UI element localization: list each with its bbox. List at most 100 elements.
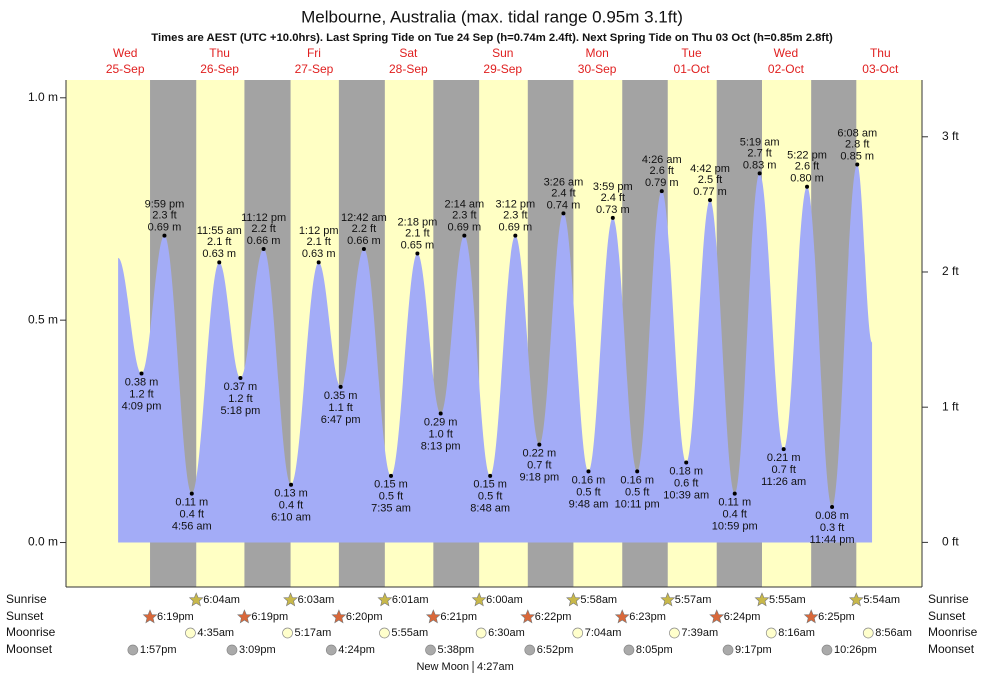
tide-label: 2.4 ft: [551, 187, 575, 199]
sunset-time: 6:19pm: [157, 611, 194, 623]
day-weekday: Thu: [870, 46, 891, 60]
y2-tick-label: 1 ft: [942, 399, 959, 413]
tide-label: 11:26 am: [761, 476, 806, 488]
day-date: 28-Sep: [389, 62, 428, 76]
tide-label: 5:22 pm: [787, 150, 827, 162]
tide-label: 2.8 ft: [845, 138, 869, 150]
tide-point: [462, 233, 467, 238]
tide-point: [781, 447, 786, 452]
tide-label: 9:48 am: [569, 498, 609, 510]
tide-label: 10:39 am: [663, 489, 709, 501]
sunrise-icon: [377, 592, 393, 607]
moonrise-icon: [379, 627, 390, 639]
tide-label: 5:18 pm: [221, 405, 261, 417]
tide-label: 0.15 m: [374, 479, 408, 491]
moonset-time: 1:57pm: [140, 644, 177, 656]
moonset-icon: [623, 644, 635, 656]
tide-point: [830, 504, 835, 509]
tide-label: 0.69 m: [499, 222, 533, 234]
tide-label: 2.1 ft: [207, 236, 231, 248]
tide-label: 8:13 pm: [421, 440, 461, 452]
chart-subtitle: Times are AEST (UTC +10.0hrs). Last Spri…: [151, 32, 833, 44]
sunrise-time: 6:01am: [392, 594, 429, 606]
tide-label: 0.69 m: [148, 222, 182, 234]
moonrise-time: 5:17am: [295, 627, 332, 639]
moonrise-icon: [185, 627, 196, 639]
tide-label: 0.18 m: [669, 465, 703, 477]
tide-label: 3:26 am: [544, 176, 584, 188]
tide-point: [139, 371, 144, 376]
moonrise-time: 8:16am: [778, 627, 815, 639]
moonrise-icon: [862, 627, 874, 639]
tide-label: 0.15 m: [473, 479, 507, 491]
tide-point: [316, 260, 321, 265]
tide-point: [217, 260, 222, 265]
sunset-icon: [709, 609, 725, 624]
row-label: Sunset: [928, 609, 966, 623]
tide-label: 2:14 am: [444, 199, 484, 211]
sunset-time: 6:22pm: [535, 611, 572, 623]
tide-label: 0.74 m: [547, 199, 581, 211]
tide-label: 0.65 m: [401, 239, 435, 251]
tide-label: 0.4 ft: [722, 509, 746, 521]
tide-point: [162, 233, 167, 238]
tide-label: 2.4 ft: [601, 192, 625, 204]
chart-title: Melbourne, Australia (max. tidal range 0…: [301, 7, 683, 26]
tide-label: 0.83 m: [743, 159, 777, 171]
tide-label: 0.21 m: [767, 452, 801, 464]
tide-point: [415, 251, 420, 256]
moon-phase-name: New Moon: [416, 661, 469, 673]
sunset-time: 6:23pm: [629, 611, 666, 623]
tide-point: [438, 411, 443, 416]
tide-point: [361, 247, 366, 251]
sunset-icon: [803, 609, 819, 624]
sunset-icon: [142, 609, 158, 624]
tide-label: 2.3 ft: [152, 210, 176, 222]
moonrise-time: 7:39am: [681, 627, 718, 639]
tide-label: 0.11 m: [718, 497, 751, 509]
tide-label: 2.3 ft: [452, 210, 476, 222]
sunset-time: 6:24pm: [724, 611, 761, 623]
moonset-time: 3:09pm: [239, 644, 276, 656]
sunrise-icon: [660, 592, 676, 607]
moonrise-time: 6:30am: [488, 627, 525, 639]
tide-label: 0.63 m: [302, 248, 336, 260]
tide-label: 0.73 m: [596, 204, 630, 216]
sunrise-time: 5:55am: [769, 594, 806, 606]
tide-label: 0.08 m: [815, 510, 849, 522]
sunrise-icon: [188, 592, 204, 607]
moonset-icon: [821, 644, 833, 656]
tide-point: [261, 247, 266, 251]
tide-label: 2.6 ft: [650, 165, 674, 177]
tide-label: 2:18 pm: [398, 216, 438, 228]
tide-label: 0.11 m: [175, 497, 208, 509]
tide-label: 1.2 ft: [129, 388, 153, 400]
sunset-icon: [331, 609, 347, 624]
tide-label: 0.66 m: [247, 235, 281, 247]
tide-label: 11:44 pm: [810, 534, 855, 546]
tide-label: 2.5 ft: [698, 174, 722, 186]
tide-label: 0.16 m: [620, 474, 654, 486]
tide-point: [338, 384, 343, 389]
sunset-icon: [425, 609, 441, 624]
moonset-time: 4:24pm: [338, 644, 375, 656]
tide-label: 4:26 am: [642, 154, 682, 166]
tide-label: 9:59 pm: [145, 199, 185, 211]
sunset-icon: [237, 609, 252, 624]
day-weekday: Wed: [774, 46, 798, 60]
sunrise-time: 6:03am: [298, 594, 335, 606]
tide-label: 2.3 ft: [503, 210, 527, 222]
tide-point: [189, 491, 194, 496]
tide-point: [732, 491, 737, 496]
moonset-icon: [722, 644, 734, 656]
tide-label: 8:48 am: [470, 503, 510, 515]
y2-tick-label: 0 ft: [942, 535, 959, 549]
tide-label: 6:47 pm: [321, 414, 361, 426]
tide-point: [388, 473, 393, 478]
tide-label: 0.5 ft: [625, 486, 649, 498]
sunset-time: 6:21pm: [440, 611, 477, 623]
row-label: Sunrise: [6, 592, 47, 606]
tide-point: [708, 198, 713, 203]
y2-tick-label: 2 ft: [942, 264, 959, 278]
tide-label: 0.69 m: [448, 222, 482, 234]
